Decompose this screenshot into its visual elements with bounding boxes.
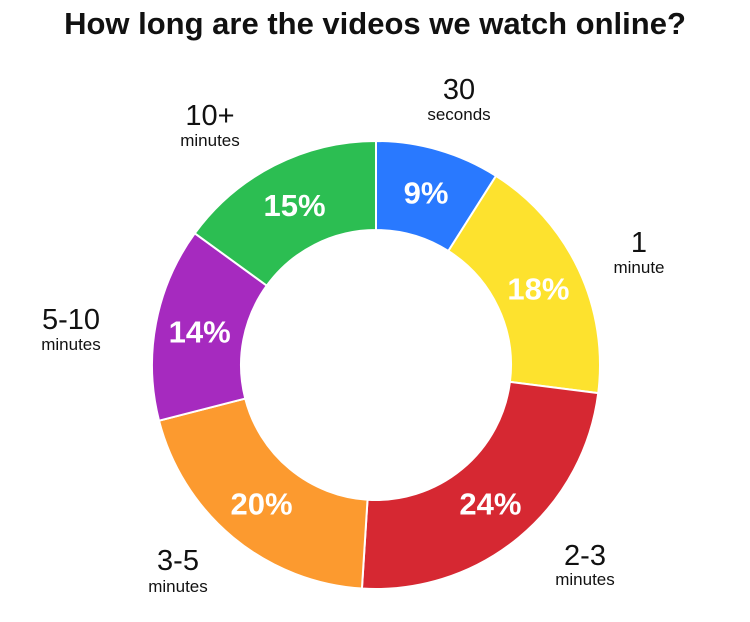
chart-title: How long are the videos we watch online? <box>64 6 686 41</box>
percentage-labels: 9% 18% 24% 20% 14% 15% <box>169 176 570 522</box>
category-label: 10+ <box>185 100 234 132</box>
percentage-label: 18% <box>507 272 569 307</box>
category-sublabel: seconds <box>427 105 490 124</box>
category-label: 3-5 <box>157 545 199 577</box>
category-label: 5-10 <box>42 304 100 336</box>
slice-1-minute <box>446 174 601 395</box>
percentage-label: 9% <box>404 176 449 211</box>
donut-slices <box>151 139 601 590</box>
slice-35-minutes <box>157 397 369 590</box>
category-sublabel: minutes <box>555 570 615 589</box>
category-labels: 30seconds1minute2-3minutes3-5minutes5-10… <box>41 74 664 596</box>
percentage-label: 14% <box>169 314 231 349</box>
category-sublabel: minutes <box>180 131 240 150</box>
category-sublabel: minute <box>613 258 664 277</box>
percentage-label: 20% <box>231 486 293 521</box>
percentage-label: 24% <box>459 486 521 521</box>
category-sublabel: minutes <box>41 335 101 354</box>
category-label: 2-3 <box>564 540 606 572</box>
category-label: 1 <box>631 227 647 259</box>
slice-10-minutes <box>193 139 377 288</box>
slice-23-minutes <box>360 380 600 590</box>
category-sublabel: minutes <box>148 577 208 596</box>
category-label: 30 <box>443 74 475 106</box>
percentage-label: 15% <box>263 188 325 223</box>
